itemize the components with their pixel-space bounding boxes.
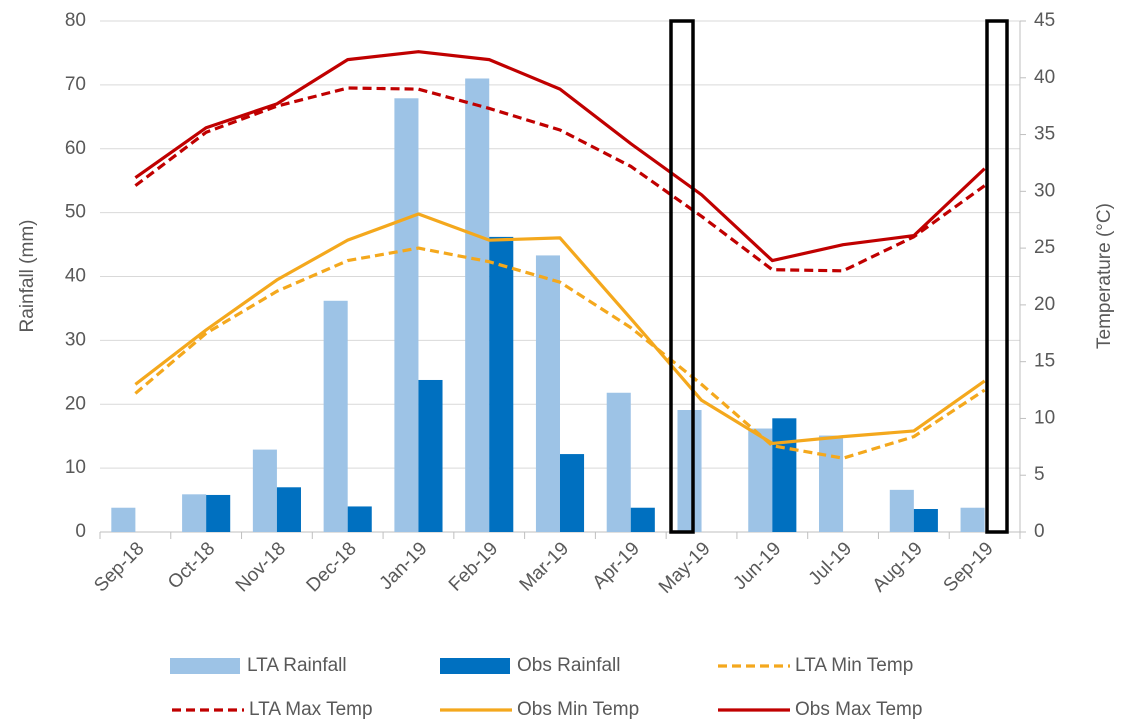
bar <box>206 494 231 532</box>
x-tick-label: Jul-19 <box>805 538 856 589</box>
bar <box>913 509 938 532</box>
y2-tick-label: 20 <box>1034 294 1055 315</box>
legend-swatch <box>170 658 240 674</box>
y2-tick-label: 40 <box>1034 67 1055 88</box>
bar <box>465 78 490 533</box>
x-tick-label: Feb-19 <box>445 538 502 595</box>
bar <box>772 418 797 532</box>
bar <box>347 506 372 532</box>
bar <box>182 494 207 532</box>
bar <box>677 409 702 532</box>
bar <box>489 236 514 532</box>
bar <box>394 98 419 532</box>
x-tick-label: May-19 <box>655 538 715 598</box>
y-tick-label: 30 <box>65 329 86 350</box>
legend-label: LTA Min Temp <box>795 655 913 676</box>
legend-label: Obs Min Temp <box>517 699 639 720</box>
y2-axis-label: Temperature (°C) <box>1094 203 1115 349</box>
bar <box>630 507 655 532</box>
y2-tick-label: 35 <box>1034 124 1055 145</box>
y2-tick-label: 15 <box>1034 351 1055 372</box>
legend-label: Obs Rainfall <box>517 655 621 676</box>
line <box>134 212 986 446</box>
bar <box>606 392 631 532</box>
x-tick-label: Jun-19 <box>729 538 785 594</box>
y2-tick-label: 25 <box>1034 237 1055 258</box>
line <box>134 246 986 460</box>
y-tick-label: 50 <box>65 202 86 223</box>
line <box>134 50 986 263</box>
bar <box>276 487 301 532</box>
legend-label: LTA Rainfall <box>247 655 347 676</box>
y-tick-label: 70 <box>65 74 86 95</box>
x-tick-label: Sep-19 <box>940 538 998 596</box>
y-tick-label: 10 <box>65 457 86 478</box>
y-tick-label: 80 <box>65 10 86 31</box>
highlight-box <box>985 19 1009 534</box>
bar <box>252 449 277 532</box>
x-tick-label: Mar-19 <box>516 538 573 595</box>
y2-tick-label: 0 <box>1034 521 1045 542</box>
bar <box>535 255 560 532</box>
y2-tick-label: 10 <box>1034 407 1055 428</box>
x-tick-label: Nov-18 <box>232 538 290 596</box>
line <box>134 86 986 273</box>
x-tick-label: Jan-19 <box>376 538 432 594</box>
x-tick-label: Apr-19 <box>589 538 644 593</box>
bar <box>819 435 844 532</box>
y2-tick-label: 5 <box>1034 464 1045 485</box>
y-tick-label: 40 <box>65 266 86 287</box>
bar <box>889 489 914 532</box>
x-tick-label: Oct-18 <box>164 538 219 593</box>
legend-swatch <box>440 658 510 674</box>
legend-label: LTA Max Temp <box>249 699 373 720</box>
bar <box>960 507 985 532</box>
bar <box>418 379 443 532</box>
y-axis-label: Rainfall (mm) <box>17 220 38 333</box>
y-tick-label: 60 <box>65 138 86 159</box>
x-tick-label: Sep-18 <box>90 538 148 596</box>
highlight-box <box>669 19 695 534</box>
x-tick-label: Aug-19 <box>869 538 927 596</box>
y2-tick-label: 45 <box>1034 10 1055 31</box>
bar <box>748 428 773 532</box>
bar <box>323 300 348 532</box>
bar <box>560 454 585 532</box>
legend-label: Obs Max Temp <box>795 699 922 720</box>
bar <box>111 507 136 532</box>
x-tick-label: Dec-18 <box>303 538 361 596</box>
y2-tick-label: 30 <box>1034 180 1055 201</box>
y-tick-label: 20 <box>65 393 86 414</box>
y-tick-label: 0 <box>75 521 86 542</box>
